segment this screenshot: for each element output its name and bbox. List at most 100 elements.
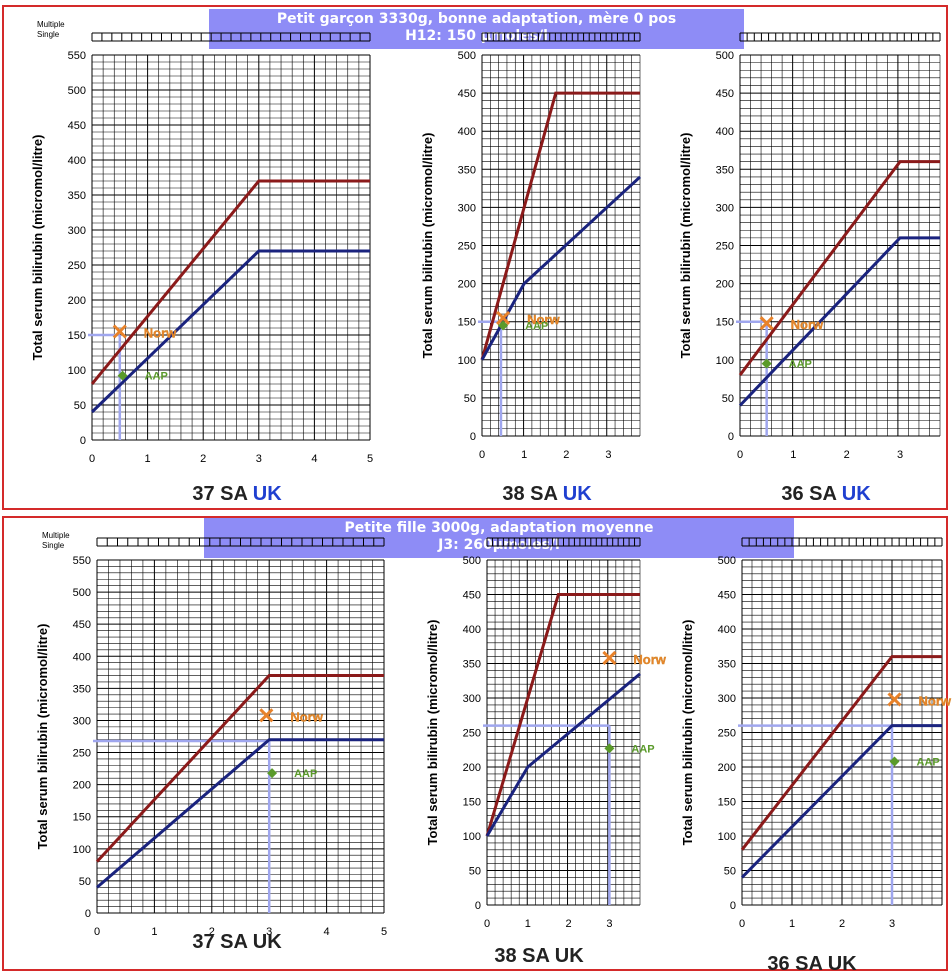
y-tick-label: 300 bbox=[68, 225, 86, 237]
y-tick-label: 250 bbox=[458, 241, 476, 253]
x-tick-label: 2 bbox=[200, 453, 206, 465]
aap-marker bbox=[267, 768, 278, 779]
y-tick-label: 400 bbox=[716, 126, 734, 138]
y-tick-label: 550 bbox=[73, 555, 91, 567]
aap-marker bbox=[604, 743, 615, 754]
y-tick-label: 100 bbox=[458, 355, 476, 367]
y-tick-label: 200 bbox=[458, 279, 476, 291]
y-tick-label: 350 bbox=[463, 659, 481, 671]
case-banner: Petit garçon 3330g, bonne adaptation, mè… bbox=[209, 9, 744, 49]
y-tick-label: 450 bbox=[716, 88, 734, 100]
y-tick-label: 500 bbox=[68, 85, 86, 97]
norw-label: Norw bbox=[290, 709, 323, 724]
y-tick-label: 350 bbox=[73, 683, 91, 695]
series-line-upper bbox=[480, 91, 640, 361]
y-tick-label: 400 bbox=[68, 155, 86, 167]
x-tick-label: 3 bbox=[256, 453, 262, 465]
aap-label: AAP bbox=[631, 743, 654, 755]
x-tick-label: 3 bbox=[605, 449, 611, 461]
chart-caption: 37 SA UK bbox=[192, 483, 282, 505]
x-tick-label: 4 bbox=[324, 926, 330, 938]
y-tick-label: 50 bbox=[469, 866, 481, 878]
series-line-upper bbox=[740, 655, 942, 851]
y-tick-label: 0 bbox=[730, 900, 736, 912]
y-tick-label: 250 bbox=[73, 748, 91, 760]
aap-label: AAP bbox=[789, 359, 812, 371]
series-line-upper bbox=[738, 160, 940, 376]
y-tick-label: 300 bbox=[73, 715, 91, 727]
norw-marker bbox=[496, 310, 511, 325]
aap-marker bbox=[117, 370, 128, 381]
y-tick-label: 50 bbox=[464, 393, 476, 405]
y-tick-label: 200 bbox=[718, 762, 736, 774]
x-tick-label: 5 bbox=[381, 926, 387, 938]
y-tick-label: 500 bbox=[463, 555, 481, 567]
y-tick-label: 50 bbox=[724, 866, 736, 878]
aap-marker bbox=[498, 320, 509, 331]
y-tick-label: 0 bbox=[475, 900, 481, 912]
multiple-single-label: Multiple Single bbox=[37, 20, 65, 40]
x-tick-label: 0 bbox=[89, 453, 95, 465]
chart-2: 0 50 100 150 200 250 300 350 400 450 500 0 1 2 3 Total … bbox=[678, 32, 941, 505]
y-tick-label: 400 bbox=[463, 624, 481, 636]
x-tick-label: 1 bbox=[145, 453, 151, 465]
y-tick-label: 150 bbox=[463, 797, 481, 809]
y-tick-label: 50 bbox=[722, 393, 734, 405]
x-tick-label: 0 bbox=[737, 449, 743, 461]
norw-marker bbox=[259, 708, 274, 723]
y-tick-label: 200 bbox=[716, 279, 734, 291]
x-tick-label: 1 bbox=[521, 449, 527, 461]
series-line-lower bbox=[485, 672, 641, 837]
norw-marker bbox=[602, 650, 617, 666]
norw-label: Norw bbox=[633, 652, 666, 667]
norw-marker bbox=[887, 692, 902, 707]
multiple-single-label: Multiple Single bbox=[42, 531, 70, 551]
single-label: Single bbox=[37, 30, 60, 39]
x-tick-label: 3 bbox=[606, 918, 612, 930]
chart-caption: 38 SA UK bbox=[502, 483, 592, 505]
y-tick-label: 150 bbox=[718, 797, 736, 809]
caption-uk: UK bbox=[247, 483, 282, 505]
y-tick-label: 50 bbox=[79, 876, 91, 888]
x-tick-label: 2 bbox=[209, 926, 215, 938]
chart-caption: 37 SA UK bbox=[192, 931, 282, 953]
series-line-lower bbox=[96, 738, 384, 889]
y-axis-label: Total serum bilirubin (micromol/litre) bbox=[425, 620, 440, 846]
y-tick-label: 450 bbox=[68, 120, 86, 132]
case-title: Petit garçon 3330g, bonne adaptation, mè… bbox=[276, 11, 677, 27]
y-tick-label: 250 bbox=[718, 728, 736, 740]
y-tick-label: 0 bbox=[85, 908, 91, 920]
y-tick-label: 50 bbox=[74, 400, 86, 412]
y-tick-label: 400 bbox=[718, 624, 736, 636]
aap-marker bbox=[889, 756, 900, 767]
y-tick-label: 350 bbox=[68, 190, 86, 202]
y-tick-label: 100 bbox=[463, 831, 481, 843]
series-line-lower bbox=[740, 724, 942, 879]
y-tick-label: 150 bbox=[458, 317, 476, 329]
y-tick-label: 450 bbox=[458, 88, 476, 100]
norw-marker bbox=[759, 316, 774, 331]
y-tick-label: 450 bbox=[73, 619, 91, 631]
x-tick-label: 3 bbox=[266, 926, 272, 938]
y-tick-label: 200 bbox=[68, 295, 86, 307]
multiple-label: Multiple bbox=[37, 20, 65, 29]
case-subtitle: J3: 260µmoles/l bbox=[438, 537, 560, 553]
caption-gestation: 37 SA UK bbox=[192, 931, 282, 953]
y-axis-label: Total serum bilirubin (micromol/litre) bbox=[420, 133, 435, 359]
x-tick-label: 2 bbox=[563, 449, 569, 461]
y-axis-label: Total serum bilirubin (micromol/litre) bbox=[680, 620, 695, 846]
y-axis-label: Total serum bilirubin (micromol/litre) bbox=[678, 133, 693, 359]
y-tick-label: 150 bbox=[73, 812, 91, 824]
x-tick-label: 0 bbox=[739, 918, 745, 930]
series-line-lower bbox=[90, 249, 370, 414]
y-tick-label: 200 bbox=[463, 762, 481, 774]
y-tick-label: 350 bbox=[458, 164, 476, 176]
y-tick-label: 400 bbox=[458, 126, 476, 138]
y-tick-label: 0 bbox=[80, 435, 86, 447]
x-tick-label: 2 bbox=[566, 918, 572, 930]
y-axis-label: Total serum bilirubin (micromol/litre) bbox=[35, 624, 50, 850]
series-line-lower bbox=[480, 175, 642, 361]
y-tick-label: 150 bbox=[716, 317, 734, 329]
x-tick-label: 4 bbox=[311, 453, 317, 465]
